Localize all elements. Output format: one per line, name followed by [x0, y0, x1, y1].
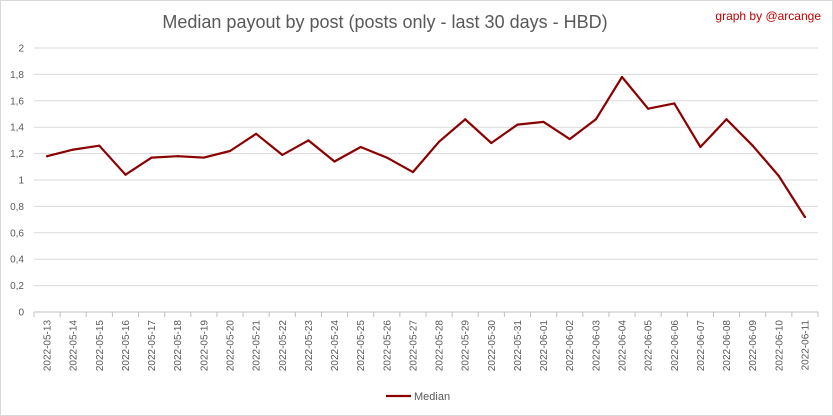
legend-label: Median — [414, 391, 450, 403]
x-tick-label: 2022-06-04 — [618, 320, 629, 372]
data-point — [98, 144, 101, 147]
data-point — [202, 156, 205, 159]
data-point — [176, 155, 179, 158]
y-tick-label: 1,2 — [10, 149, 24, 160]
data-point — [150, 156, 153, 159]
data-point — [45, 155, 49, 158]
x-tick-label: 2022-05-27 — [408, 320, 419, 372]
data-point — [124, 173, 127, 176]
data-point — [255, 132, 258, 135]
x-tick-label: 2022-05-22 — [278, 320, 289, 372]
data-point — [647, 107, 650, 110]
y-tick-label: 0,4 — [10, 255, 24, 266]
data-point — [385, 156, 388, 159]
y-axis-tick-labels: 0 0,2 0,4 0,6 0,8 1 1,2 1,4 1,6 1,8 2 — [10, 44, 24, 319]
x-tick-label: 2022-06-02 — [565, 320, 576, 372]
x-tick-label: 2022-06-11 — [800, 320, 811, 371]
x-axis-tick-labels: 2022-05-13 2022-05-14 2022-05-15 2022-05-16… — [43, 320, 812, 372]
data-point — [673, 102, 676, 105]
y-tick-label: 2 — [18, 44, 24, 55]
legend: Median — [386, 391, 450, 403]
data-point — [516, 123, 519, 126]
y-tick-label: 1,6 — [10, 96, 24, 107]
x-tick-label: 2022-05-24 — [330, 320, 341, 372]
y-tick-label: 1,8 — [10, 70, 24, 81]
y-tick-label: 0 — [18, 308, 24, 319]
data-point — [620, 75, 624, 79]
x-tick-label: 2022-05-26 — [382, 320, 393, 372]
x-tick-label: 2022-05-20 — [226, 320, 237, 372]
credit-label: graph by @arcange — [715, 9, 821, 23]
data-point — [751, 144, 754, 147]
data-point — [281, 153, 284, 157]
x-tick-label: 2022-06-06 — [670, 320, 681, 372]
x-tick-label: 2022-05-14 — [69, 320, 80, 372]
data-point — [594, 118, 597, 121]
y-tick-label: 0,8 — [10, 202, 24, 213]
x-tick-label: 2022-05-15 — [95, 320, 106, 372]
data-point — [803, 215, 807, 219]
x-tick-label: 2022-05-13 — [43, 320, 54, 372]
y-tick-label: 0,2 — [10, 281, 24, 292]
data-point — [725, 118, 728, 121]
y-tick-label: 1,4 — [10, 123, 24, 134]
x-tick-label: 2022-05-31 — [513, 320, 524, 372]
x-tick-label: 2022-05-18 — [173, 320, 184, 372]
data-point — [542, 120, 545, 124]
x-tick-label: 2022-06-08 — [722, 320, 733, 372]
x-tick-label: 2022-05-30 — [487, 320, 498, 372]
x-tick-label: 2022-05-29 — [461, 320, 472, 372]
series-line-median — [45, 75, 807, 219]
data-point — [490, 141, 493, 145]
data-point — [464, 118, 467, 121]
x-tick-label: 2022-05-25 — [356, 320, 367, 372]
x-tick-label: 2022-05-21 — [252, 320, 263, 372]
data-point — [777, 174, 780, 178]
data-point — [699, 145, 702, 149]
data-point — [228, 149, 232, 153]
data-point — [333, 160, 336, 163]
x-tick-label: 2022-06-05 — [644, 320, 655, 372]
chart-title: Median payout by post (posts only - last… — [162, 12, 608, 32]
x-tick-label: 2022-05-28 — [435, 320, 446, 372]
x-tick-label: 2022-05-23 — [304, 320, 315, 372]
data-point — [411, 170, 415, 174]
x-tick-label: 2022-05-16 — [121, 320, 132, 372]
x-tick-label: 2022-05-17 — [147, 320, 158, 372]
x-tick-label: 2022-06-09 — [748, 320, 759, 372]
x-tick-label: 2022-06-01 — [539, 320, 550, 372]
y-tick-label: 1 — [18, 176, 24, 187]
x-tick-label: 2022-06-07 — [696, 320, 707, 372]
x-tick-label: 2022-05-19 — [199, 320, 210, 372]
x-tick-label: 2022-06-03 — [591, 320, 602, 372]
data-point — [568, 137, 571, 141]
gridlines — [33, 47, 819, 317]
data-point — [437, 140, 441, 143]
data-point — [359, 145, 362, 149]
series-group — [45, 75, 807, 219]
x-tick-label: 2022-06-10 — [774, 320, 785, 372]
data-point — [72, 148, 75, 151]
y-tick-label: 0,6 — [10, 228, 24, 239]
data-point — [307, 139, 310, 142]
